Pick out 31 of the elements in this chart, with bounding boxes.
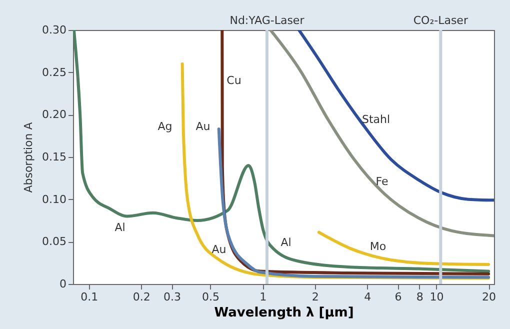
x-tick-label: 0.5 <box>202 290 220 304</box>
annotation: Au <box>212 243 226 256</box>
x-tick-label: 8 <box>416 290 424 304</box>
x-tick-label: 20 <box>482 290 496 304</box>
annotation: Al <box>280 236 292 249</box>
annotation: Au <box>196 120 210 133</box>
y-tick-label: 0.20 <box>42 108 66 122</box>
x-tick-label: 10 <box>430 290 444 304</box>
annotation: Ag <box>158 120 172 133</box>
x-tick-label: 6 <box>394 290 402 304</box>
x-tick-label: 1 <box>260 290 267 304</box>
x-tick-label: 0.2 <box>132 290 150 304</box>
y-tick-label: 0 <box>60 278 66 290</box>
annotation: Cu <box>226 74 242 87</box>
ref-line-label: CO₂-Laser <box>413 14 468 27</box>
ref-line-label: Nd:YAG-Laser <box>230 14 305 27</box>
y-tick-label: 0.25 <box>42 66 66 79</box>
x-tick-label: 0.1 <box>80 290 98 304</box>
x-tick-label: 2 <box>312 290 319 304</box>
x-tick-label: 4 <box>364 290 372 304</box>
y-tick-label: 0.10 <box>42 192 66 206</box>
annotation: Fe <box>376 175 388 188</box>
annotation: Al <box>114 221 126 234</box>
x-tick-label: 0.3 <box>164 290 182 304</box>
y-tick-label: 0.30 <box>42 24 66 36</box>
y-tick-label: 0.05 <box>42 235 66 248</box>
x-axis-title: Wavelength λ [µm] <box>214 306 354 320</box>
annotation: Stahl <box>362 113 390 126</box>
annotation: Mo <box>370 240 386 253</box>
y-tick-label: 0.15 <box>42 150 66 164</box>
y-axis-title: Absorption A <box>22 122 36 193</box>
